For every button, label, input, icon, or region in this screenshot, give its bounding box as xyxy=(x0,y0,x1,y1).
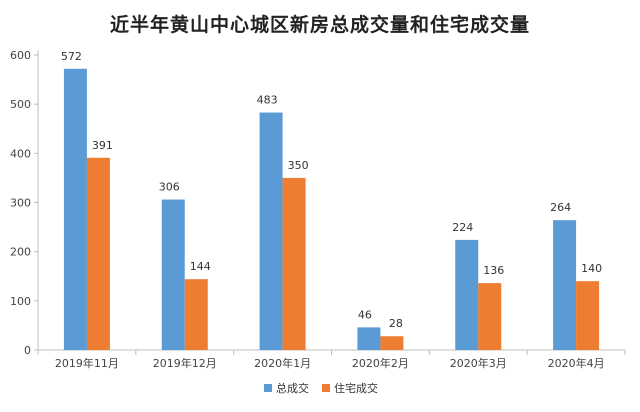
data-label: 350 xyxy=(288,159,309,172)
bar xyxy=(380,336,404,350)
data-label: 306 xyxy=(159,181,180,194)
bar xyxy=(576,281,600,350)
legend: 总成交 住宅成交 xyxy=(264,381,378,395)
x-tick-label: 2019年12月 xyxy=(153,356,217,370)
x-tick-label: 2019年11月 xyxy=(55,356,119,370)
bar xyxy=(259,112,283,351)
x-tick-label: 2020年3月 xyxy=(450,356,507,370)
data-label: 572 xyxy=(61,50,82,63)
bars xyxy=(63,68,600,351)
y-tick-label: 300 xyxy=(10,197,31,210)
y-tick-label: 0 xyxy=(24,344,31,357)
bar xyxy=(161,199,185,350)
y-tick-label: 500 xyxy=(10,98,31,111)
axes: 0 100 200 300 400 500 600 2019年11月 2019年12月 2020年… xyxy=(10,49,626,370)
legend-swatch xyxy=(264,384,272,392)
legend-label: 总成交 xyxy=(276,381,309,395)
y-tick-label: 200 xyxy=(10,246,31,259)
data-label: 483 xyxy=(257,94,278,107)
data-label: 224 xyxy=(452,221,473,234)
bar xyxy=(357,327,381,350)
bar xyxy=(455,239,479,350)
chart-title: 近半年黄山中心城区新房总成交量和住宅成交量 xyxy=(109,14,530,36)
y-tick-label: 600 xyxy=(10,49,31,62)
bar xyxy=(282,177,306,350)
bar xyxy=(478,283,502,350)
data-label: 144 xyxy=(190,260,211,273)
bar xyxy=(63,68,87,351)
bar xyxy=(184,279,208,350)
x-tick-label: 2020年2月 xyxy=(352,356,409,370)
data-labels: 572 391 306 144 483 350 46 28 224 136 264 140 xyxy=(61,50,602,330)
y-tick-label: 400 xyxy=(10,147,31,160)
bar xyxy=(86,157,110,350)
data-label: 391 xyxy=(92,139,113,152)
data-label: 140 xyxy=(581,262,602,275)
data-label: 28 xyxy=(389,317,403,330)
legend-label: 住宅成交 xyxy=(334,381,378,395)
y-tick-label: 100 xyxy=(10,295,31,308)
data-label: 46 xyxy=(358,308,372,321)
x-tick-label: 2020年1月 xyxy=(254,356,311,370)
bar xyxy=(553,220,577,350)
legend-swatch xyxy=(322,384,330,392)
data-label: 136 xyxy=(483,264,504,277)
x-tick-label: 2020年4月 xyxy=(548,356,605,370)
data-label: 264 xyxy=(550,201,571,214)
